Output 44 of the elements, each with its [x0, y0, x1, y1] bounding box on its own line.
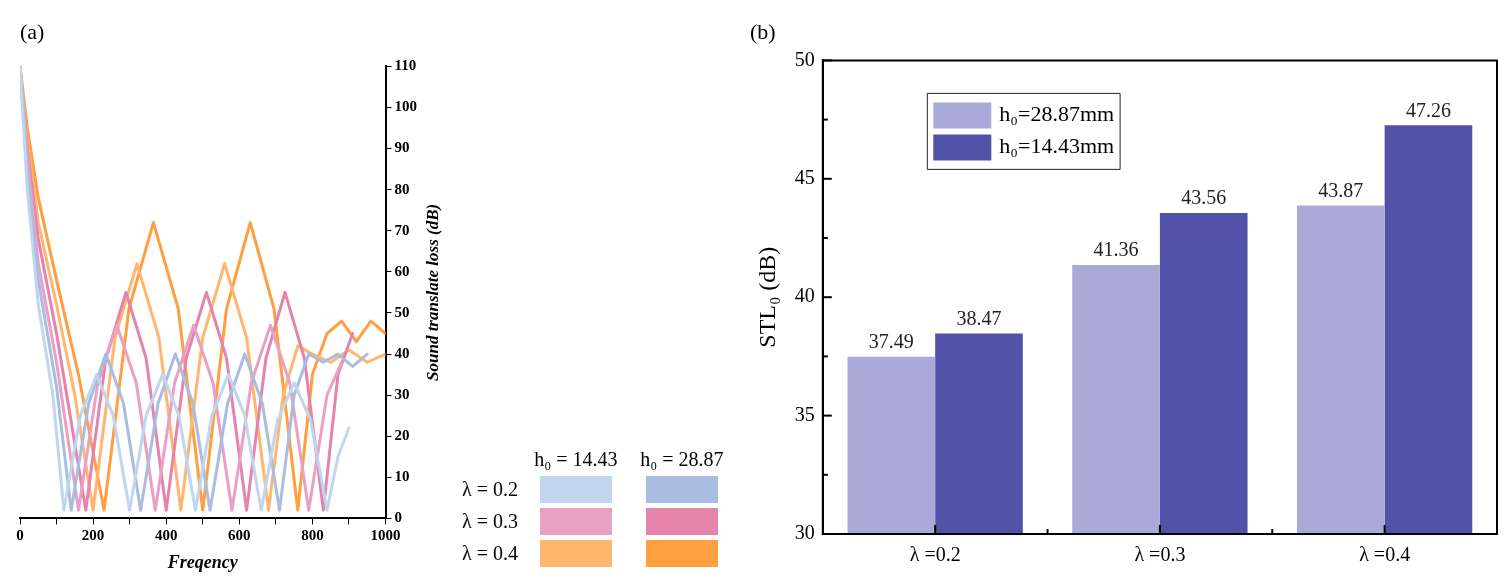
- x-tick-label: λ =0.3: [1134, 543, 1186, 566]
- x-axis-title: Freqency: [166, 551, 239, 572]
- data-label: 37.49: [868, 329, 914, 352]
- x-tick-label: 600: [228, 527, 251, 544]
- y-tick-label: 30: [794, 521, 815, 544]
- text: λ = 0.3: [462, 510, 518, 533]
- legend-label: h₀=14.43mm: [999, 133, 1115, 159]
- data-label: 41.36: [1093, 238, 1139, 261]
- y-axis-title: STL₀ (dB): [753, 246, 780, 348]
- x-tick-label: λ =0.4: [1359, 543, 1411, 566]
- y-tick-label: 90: [394, 139, 410, 156]
- data-label: 43.56: [1181, 186, 1227, 209]
- y-tick-label: 20: [394, 427, 410, 444]
- x-tick-label: 1000: [370, 527, 401, 544]
- y-tick-label: 110: [394, 57, 417, 74]
- x-tick-label: 200: [81, 527, 105, 544]
- text: h₀ = 28.87: [639, 448, 725, 471]
- y-tick-label: 10: [394, 468, 410, 485]
- y-tick-label: 70: [394, 221, 410, 238]
- chart-title: (b): [750, 18, 776, 44]
- y-tick-label: 30: [394, 386, 410, 402]
- text: h₀ = 14.43: [533, 448, 619, 471]
- text: λ = 0.2: [462, 478, 518, 501]
- y-tick-label: 100: [394, 98, 417, 115]
- y-tick-label: 60: [394, 262, 410, 279]
- y-tick-label: 40: [794, 284, 815, 307]
- y-tick-label: 80: [394, 180, 410, 197]
- text: λ = 0.4: [462, 542, 518, 565]
- y-tick-label: 35: [794, 402, 815, 425]
- legend-label: h₀=28.87mm: [999, 101, 1115, 127]
- y-tick-label: 50: [394, 303, 410, 320]
- y-axis-title: Sound translate loss (dB): [423, 203, 443, 381]
- x-tick-label: λ =0.2: [909, 543, 961, 566]
- y-tick-label: 50: [794, 47, 815, 70]
- chart-title: (a): [20, 18, 45, 44]
- data-label: 43.87: [1318, 178, 1364, 201]
- y-tick-label: 0: [394, 509, 402, 526]
- y-tick-label: 40: [394, 344, 410, 361]
- data-label: 47.26: [1405, 98, 1451, 121]
- data-label: 38.47: [956, 306, 1002, 329]
- x-tick-label: 800: [301, 527, 324, 544]
- x-tick-label: 0: [16, 527, 24, 544]
- x-tick-label: 400: [154, 527, 178, 544]
- y-tick-label: 45: [794, 166, 815, 189]
